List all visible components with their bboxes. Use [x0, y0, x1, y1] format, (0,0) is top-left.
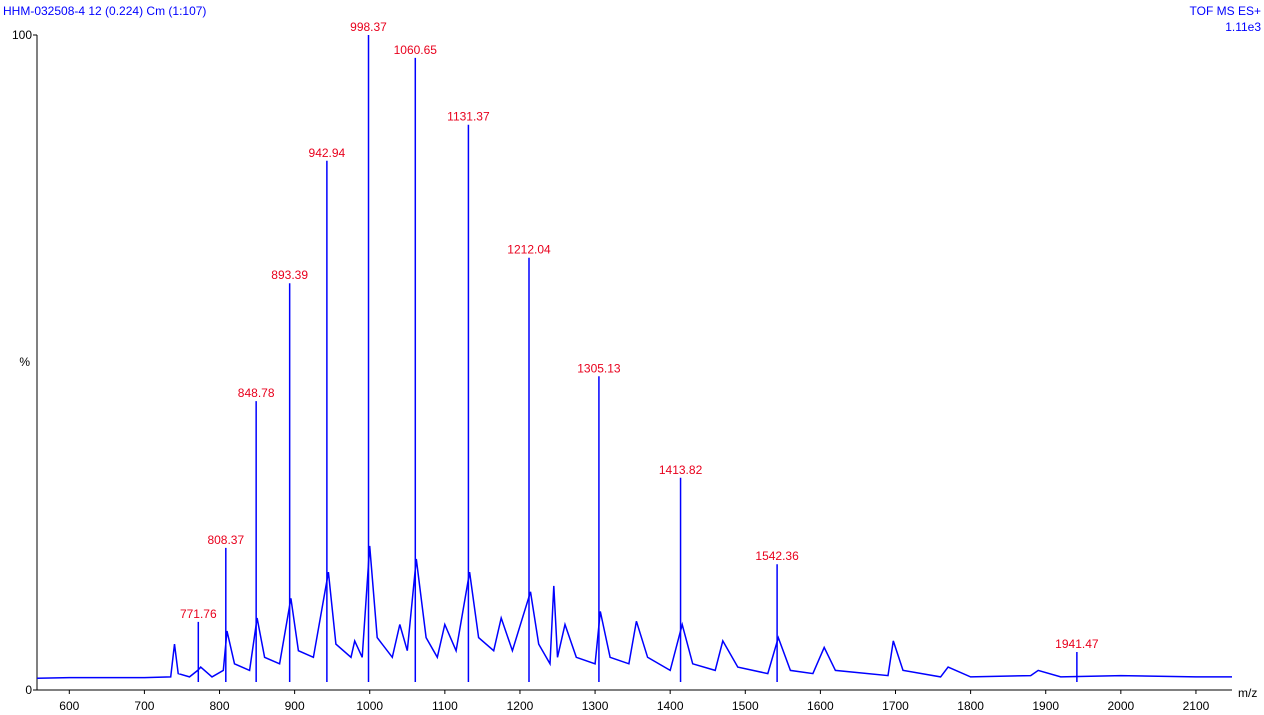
- x-tick-label: 600: [59, 699, 79, 713]
- x-tick-label: 2100: [1183, 699, 1210, 713]
- peak-label: 1212.04: [507, 243, 551, 257]
- x-tick-label: 1800: [957, 699, 984, 713]
- x-tick-label: 1000: [356, 699, 383, 713]
- peak-label: 998.37: [350, 20, 387, 34]
- peak-label: 1060.65: [394, 43, 438, 57]
- x-tick-label: 900: [285, 699, 305, 713]
- x-tick-label: 1700: [882, 699, 909, 713]
- x-tick-label: 1400: [657, 699, 684, 713]
- peak-label: 1542.36: [755, 549, 799, 563]
- spectrum-profile: [36, 545, 1232, 679]
- chart-title: HHM-032508-4 12 (0.224) Cm (1:107): [3, 4, 206, 18]
- peak-label: 1131.37: [447, 110, 490, 124]
- peak-label: 942.94: [309, 146, 346, 160]
- x-tick-label: 700: [134, 699, 154, 713]
- x-tick-label: 2000: [1107, 699, 1134, 713]
- y-axis-label: %: [19, 355, 30, 369]
- peak-label: 848.78: [238, 386, 275, 400]
- y-tick-label: 100: [12, 28, 32, 42]
- peak-label: 1413.82: [659, 463, 703, 477]
- x-tick-label: 800: [210, 699, 230, 713]
- peak-label: 893.39: [271, 268, 308, 282]
- x-tick-label: 1500: [732, 699, 759, 713]
- x-tick-label: 1200: [507, 699, 534, 713]
- peak-label: 808.37: [207, 533, 244, 547]
- x-tick-label: 1900: [1032, 699, 1059, 713]
- peak-label: 771.76: [180, 607, 217, 621]
- x-axis-label: m/z: [1238, 686, 1257, 700]
- x-tick-label: 1300: [582, 699, 609, 713]
- peak-label: 1305.13: [577, 361, 621, 375]
- y-tick-label: 0: [25, 683, 32, 697]
- intensity-label: 1.11e3: [1225, 20, 1261, 34]
- peak-label: 1941.47: [1055, 637, 1099, 651]
- x-tick-label: 1100: [432, 699, 458, 713]
- x-tick-label: 1600: [807, 699, 834, 713]
- chart-subtitle: TOF MS ES+: [1190, 4, 1261, 18]
